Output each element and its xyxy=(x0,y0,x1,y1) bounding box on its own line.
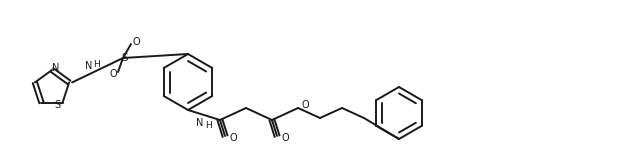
Text: S: S xyxy=(54,100,61,110)
Text: N: N xyxy=(52,63,60,73)
Text: O: O xyxy=(301,100,309,110)
Text: O: O xyxy=(132,37,140,47)
Text: O: O xyxy=(229,133,237,143)
Text: O: O xyxy=(281,133,289,143)
Text: H: H xyxy=(93,60,100,69)
Text: O: O xyxy=(109,69,117,79)
Text: N: N xyxy=(85,61,92,71)
Text: H: H xyxy=(205,120,212,129)
Text: N: N xyxy=(197,118,203,128)
Text: S: S xyxy=(122,53,129,63)
